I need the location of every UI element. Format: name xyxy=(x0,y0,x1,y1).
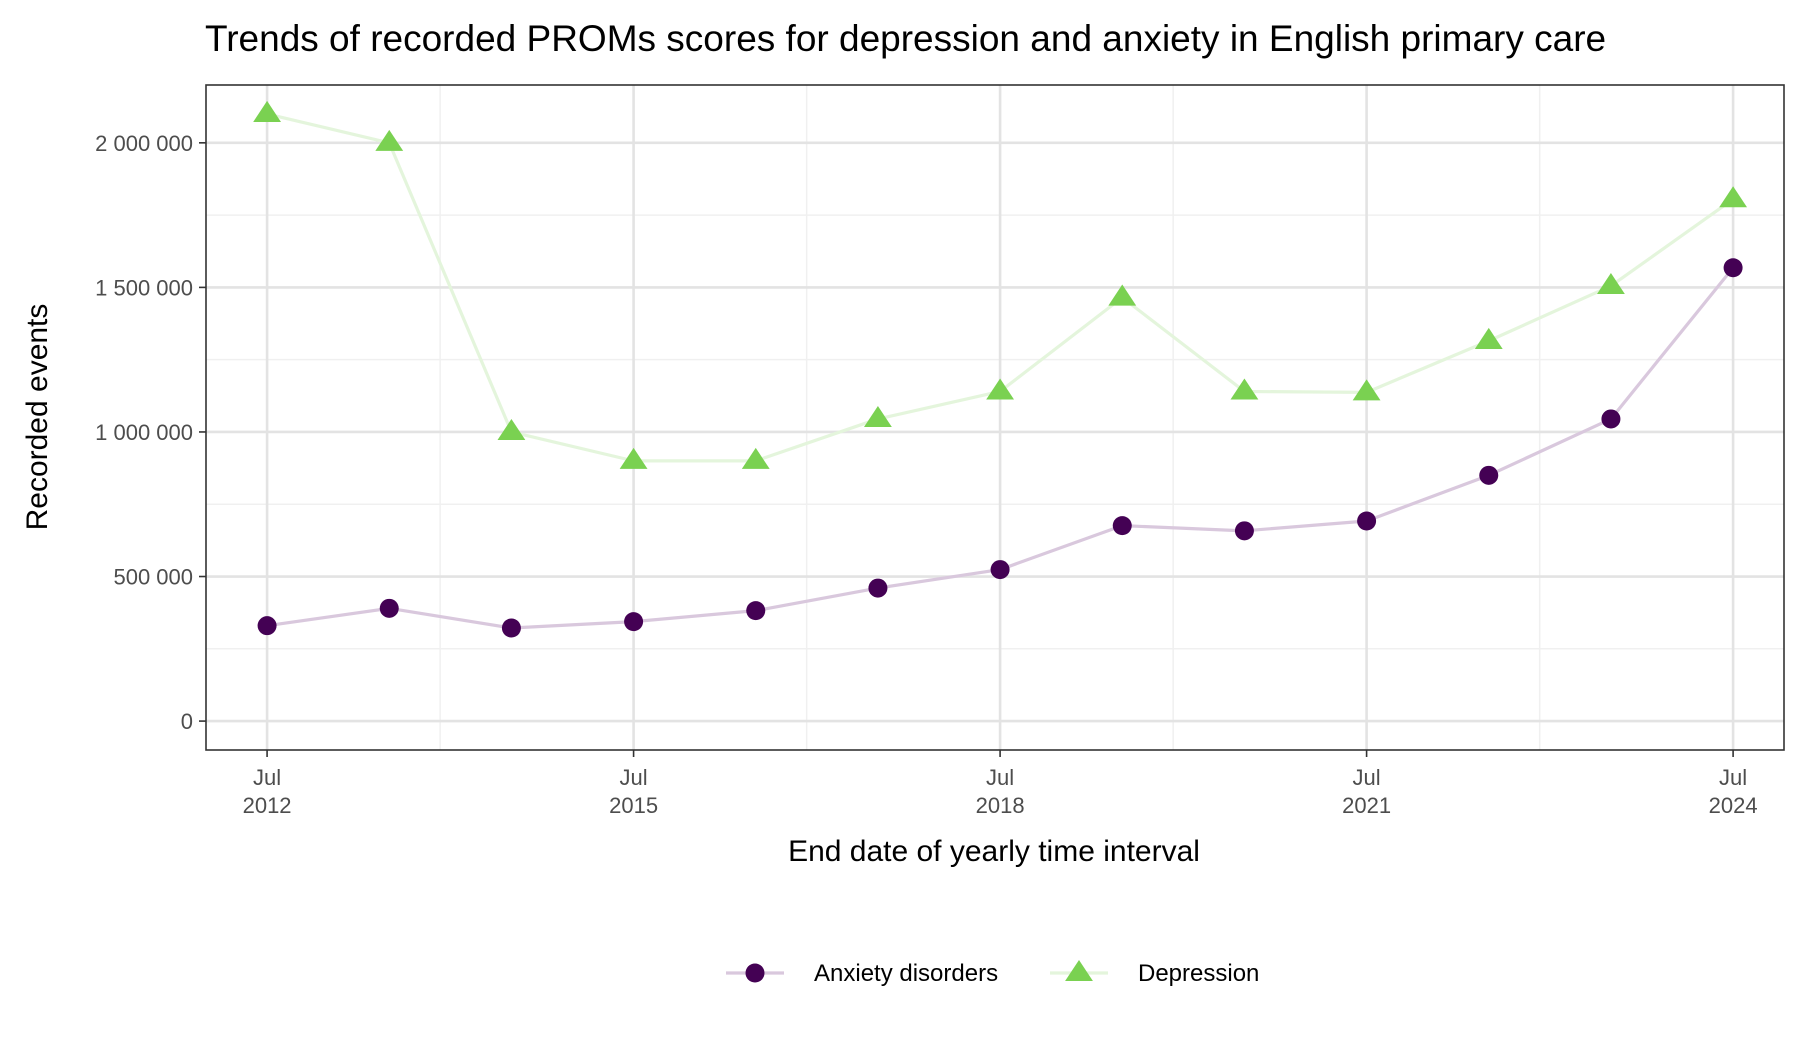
data-point-anxiety-disorders xyxy=(1234,521,1254,541)
y-tick-label: 1 000 000 xyxy=(95,420,193,445)
data-point-anxiety-disorders xyxy=(1479,465,1499,485)
x-tick-label-month: Jul xyxy=(253,765,281,790)
legend-marker-anxiety-disorders xyxy=(745,963,765,983)
y-tick-label: 1 500 000 xyxy=(95,275,193,300)
chart-title: Trends of recorded PROMs scores for depr… xyxy=(205,18,1606,59)
x-tick-label-year: 2015 xyxy=(609,793,658,818)
legend-item-depression: Depression xyxy=(1050,960,1259,987)
y-tick-label: 500 000 xyxy=(113,565,193,590)
x-tick-label-month: Jul xyxy=(986,765,1014,790)
data-point-depression xyxy=(497,418,526,441)
legend-marker-depression xyxy=(1065,960,1093,982)
axes: 0 500 000 1 000 000 1 500 000 2 000 000 Jul 20… xyxy=(95,131,1757,818)
data-point-anxiety-disorders xyxy=(379,598,399,618)
legend-label-anxiety-disorders: Anxiety disorders xyxy=(814,960,998,987)
data-point-depression xyxy=(1597,272,1625,295)
data-point-depression xyxy=(741,447,770,469)
data-point-anxiety-disorders xyxy=(746,601,766,621)
legend-label-depression: Depression xyxy=(1138,960,1259,987)
grid xyxy=(206,85,1784,750)
series-layer xyxy=(253,100,1748,638)
x-tick-label-year: 2021 xyxy=(1342,793,1391,818)
data-point-anxiety-disorders xyxy=(501,618,521,638)
data-point-anxiety-disorders xyxy=(1112,516,1132,536)
data-point-depression xyxy=(1474,327,1503,349)
y-tick-label: 0 xyxy=(181,709,193,734)
y-tick-label: 2 000 000 xyxy=(95,131,193,156)
x-tick-label-month: Jul xyxy=(1353,765,1381,790)
data-point-anxiety-disorders xyxy=(1723,258,1743,278)
data-point-depression xyxy=(1230,378,1259,400)
legend-item-anxiety-disorders: Anxiety disorders xyxy=(726,960,998,987)
data-point-depression xyxy=(864,405,892,428)
data-point-depression xyxy=(253,100,281,122)
x-axis-title: End date of yearly time interval xyxy=(788,835,1200,868)
data-point-depression xyxy=(986,378,1015,400)
x-tick-label-year: 2012 xyxy=(243,793,292,818)
data-point-depression xyxy=(1352,379,1381,401)
x-tick-label-month: Jul xyxy=(620,765,648,790)
data-point-depression xyxy=(619,447,648,469)
x-tick-label-year: 2024 xyxy=(1709,793,1758,818)
series-anxiety-disorders xyxy=(257,258,1743,638)
data-point-anxiety-disorders xyxy=(257,616,277,636)
data-point-anxiety-disorders xyxy=(624,612,644,632)
data-point-depression xyxy=(1108,284,1137,306)
series-depression xyxy=(253,100,1748,469)
panel-border xyxy=(205,84,1785,751)
x-tick-label-month: Jul xyxy=(1719,765,1747,790)
x-tick-label-year: 2018 xyxy=(976,793,1025,818)
data-point-depression xyxy=(375,129,404,151)
data-point-anxiety-disorders xyxy=(1357,511,1377,531)
data-point-anxiety-disorders xyxy=(990,560,1010,580)
data-point-anxiety-disorders xyxy=(868,578,888,598)
data-point-depression xyxy=(1719,186,1748,208)
data-point-anxiety-disorders xyxy=(1601,409,1621,429)
y-axis-title: Recorded events xyxy=(21,304,54,531)
legend: Anxiety disorders Depression xyxy=(726,960,1259,987)
